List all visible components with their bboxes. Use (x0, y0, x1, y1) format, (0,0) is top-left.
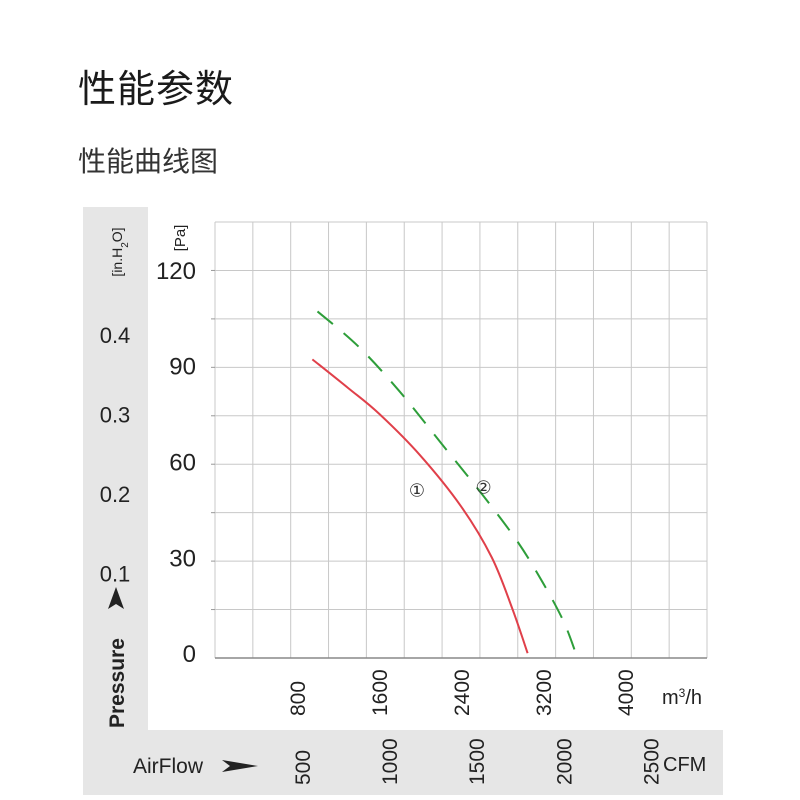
x-axis-unit-cfm: CFM (663, 754, 706, 776)
bottom-axis-band (83, 730, 723, 795)
x-tick-label-cfm: 1500 (466, 738, 489, 785)
x-tick-label-m3h: 4000 (615, 669, 638, 716)
series-label-2: ② (475, 478, 491, 499)
y-tick-label-inh2o: 0.2 (100, 482, 131, 507)
y-tick-label-pa: 120 (156, 258, 196, 285)
x-tick-label-m3h: 1600 (369, 669, 392, 716)
y-tick-label-pa: 90 (169, 354, 196, 381)
x-tick-label-cfm: 2500 (640, 738, 663, 785)
series-curve-1 (311, 358, 529, 654)
x-axis-unit-m3h: m3/h (662, 686, 702, 709)
y-axis-title-pressure: Pressure (106, 638, 129, 728)
x-tick-label-cfm: 500 (292, 750, 315, 785)
x-tick-label-m3h: 3200 (533, 669, 556, 716)
series-label-1: ① (409, 481, 425, 502)
left-axis-band (83, 207, 148, 730)
airflow-arrow-icon (222, 760, 258, 772)
y-tick-label-inh2o: 0.3 (100, 403, 131, 428)
x-tick-label-m3h: 800 (287, 681, 310, 716)
series-curve-2 (316, 310, 577, 654)
y-axis-unit-inh2o: [in.H2O] (109, 227, 131, 276)
y-axis-unit-pa: [Pa] (172, 225, 189, 252)
chart-subtitle: 性能曲线图 (78, 145, 219, 178)
y-tick-label-pa: 30 (169, 545, 196, 572)
pressure-arrow-icon (108, 587, 124, 609)
y-tick-label-inh2o: 0.1 (100, 562, 131, 587)
y-tick-label-pa: 0 (183, 641, 196, 668)
y-tick-label-pa: 60 (169, 450, 196, 477)
x-tick-label-cfm: 1000 (379, 738, 402, 785)
page-title: 性能参数 (78, 67, 235, 111)
y-tick-label-inh2o: 0.4 (100, 323, 131, 348)
x-tick-label-cfm: 2000 (553, 738, 576, 785)
x-tick-label-m3h: 2400 (451, 669, 474, 716)
x-axis-title-airflow: AirFlow (133, 755, 204, 778)
